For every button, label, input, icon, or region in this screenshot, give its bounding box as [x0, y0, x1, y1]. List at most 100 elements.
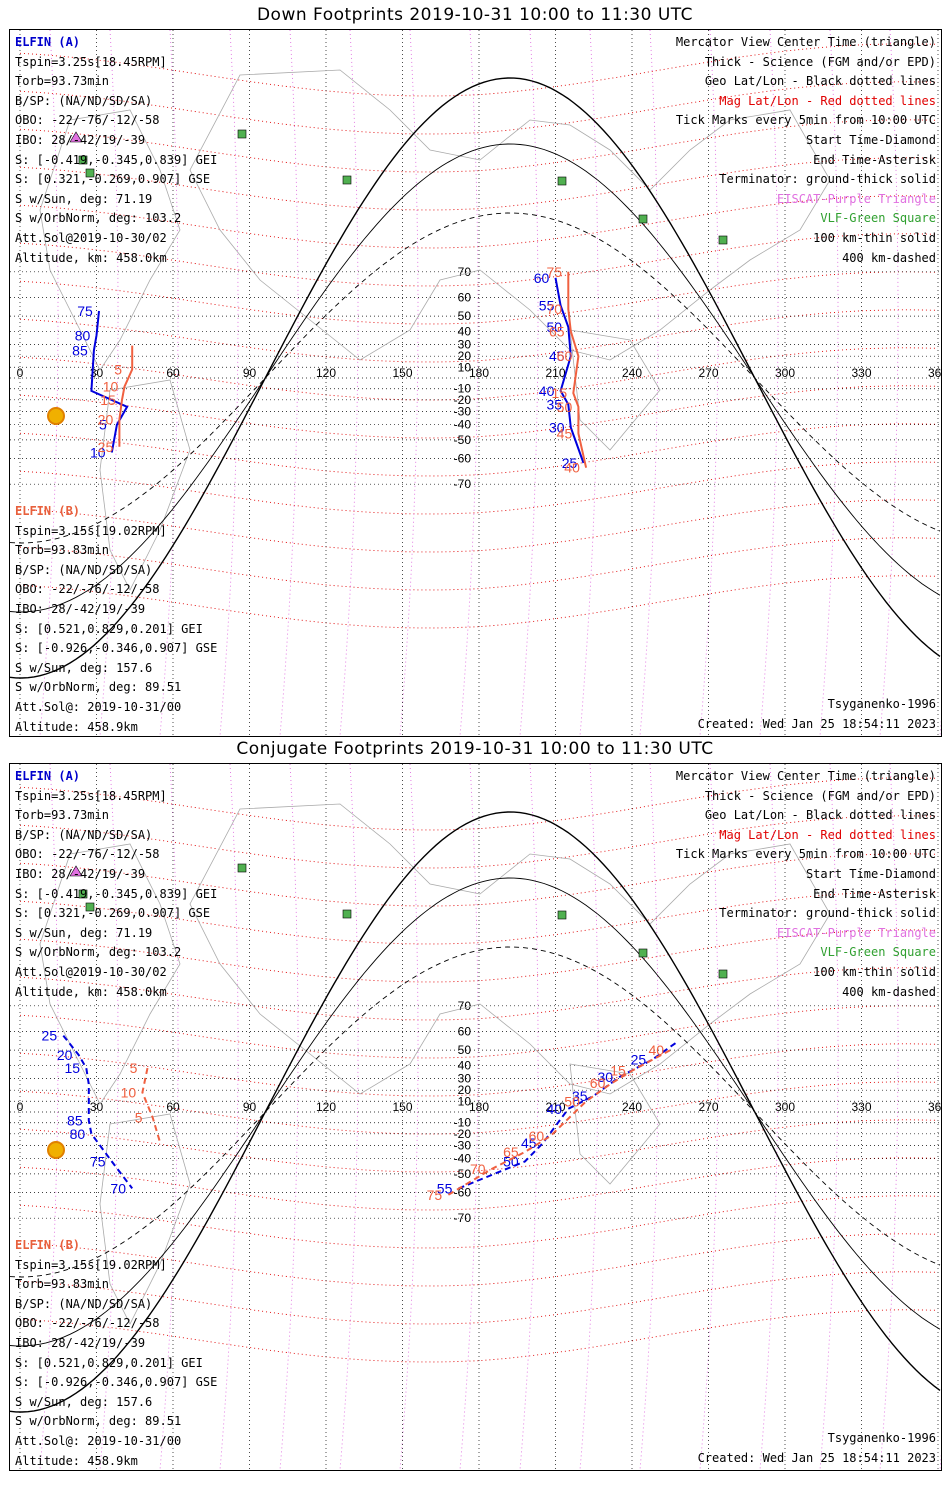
elfin-b-line: S: [0.521,0.829,0.201] GEI — [15, 621, 203, 636]
elfin-a-line: B/SP: (NA/ND/SD/SA) — [15, 93, 153, 108]
terminator-400km — [10, 946, 941, 1278]
vlf-station-square — [85, 168, 95, 178]
elfin-a-tick-label: 15 — [65, 1060, 81, 1076]
elfin-b-line: Altitude: 458.9km — [15, 1453, 138, 1468]
lon-tick-label: 300 — [775, 366, 795, 380]
eiscat-triangle — [69, 131, 83, 143]
legend-line: Mag Lat/Lon - Red dotted lines — [719, 93, 936, 108]
vlf-station-square — [342, 175, 352, 185]
lat-tick-label: -10 — [454, 382, 472, 396]
vlf-station-square — [237, 863, 247, 873]
elfin-b-line: Altitude: 458.9km — [15, 719, 138, 734]
vlf-station-square — [78, 889, 88, 899]
elfin-a-tick-label: 25 — [42, 1028, 58, 1044]
elfin-b-tick-label: 75 — [546, 264, 562, 280]
legend-line: Thick - Science (FGM and/or EPD) — [704, 54, 936, 69]
lon-tick-label: 180 — [469, 1100, 489, 1114]
elfin-a-tick-label: 50 — [546, 319, 562, 335]
elfin-a-track — [458, 1040, 679, 1190]
elfin-b-tick-label: 65 — [503, 1144, 519, 1160]
mag-lon-line — [939, 718, 941, 736]
legend-line: Tick Marks every 5min from 10:00 UTC — [675, 113, 936, 128]
elfin-a-tick-label: 55 — [437, 1180, 453, 1196]
continent-outline — [569, 1063, 661, 1185]
lat-tick-label: -30 — [454, 405, 472, 419]
legend-line: End Time-Asterisk — [813, 152, 936, 167]
sun-icon — [47, 1141, 65, 1159]
mag-lon-line — [279, 30, 299, 736]
elfin-a-line: Att.Sol@2019-10-30/02 — [15, 964, 167, 979]
elfin-b-line: Att.Sol@: 2019-10-31/00 — [15, 1433, 182, 1448]
mag-lon-line — [579, 30, 599, 736]
elfin-a-line: Altitude, km: 458.0km — [15, 984, 167, 999]
lon-tick-label: 60 — [166, 366, 180, 380]
lat-tick-label: 30 — [458, 1071, 472, 1085]
elfin-b-line: B/SP: (NA/ND/SD/SA) — [15, 1296, 153, 1311]
elfin-b-info: ELFIN (B) Tspin=3.15s[19.02RPM] Torb=93.… — [15, 502, 218, 736]
legend-line: Start Time-Diamond — [805, 866, 936, 881]
legend-line: 400 km-dashed — [842, 250, 936, 265]
terminator-ground — [10, 77, 941, 679]
mag-lat-line — [19, 423, 939, 477]
elfin-a-line: S w/OrbNorm, deg: 103.2 — [15, 945, 182, 960]
elfin-b-line: S: [-0.926,-0.346,0.907] GSE — [15, 641, 218, 656]
terminator-400km — [10, 212, 941, 544]
lat-tick-label: 40 — [458, 1058, 472, 1072]
elfin-a-tick-label: 80 — [70, 1126, 86, 1142]
lon-tick-label: 60 — [166, 1100, 180, 1114]
elfin-b-line: Tspin=3.15s[19.02RPM] — [15, 523, 167, 538]
lon-tick-label: 90 — [243, 366, 257, 380]
mag-lon-line — [579, 764, 599, 1470]
elfin-a-line: S w/OrbNorm, deg: 103.2 — [15, 211, 182, 226]
elfin-b-tick-label: 20 — [98, 411, 114, 427]
legend-line: Geo Lat/Lon - Black dotted lines — [704, 808, 936, 823]
elfin-b-track — [447, 1049, 671, 1196]
elfin-b-line: S w/Sun, deg: 157.6 — [15, 1394, 153, 1409]
elfin-a-tick-label: 35 — [572, 1088, 588, 1104]
elfin-b-tick-label: 45 — [557, 425, 573, 441]
elfin-b-line: S w/OrbNorm, deg: 89.51 — [15, 680, 182, 695]
vlf-station-square — [718, 969, 728, 979]
lon-tick-label: 240 — [622, 366, 642, 380]
elfin-b-tick-label: 5 — [130, 1060, 138, 1076]
elfin-a-info: ELFIN (A) Tspin=3.25s[18.45RPM] Torb=93.… — [15, 33, 217, 268]
lat-tick-label: 70 — [458, 265, 472, 279]
elfin-a-line: IBO: 28/-42/19/-39 — [15, 132, 146, 147]
legend-line: Start Time-Diamond — [805, 132, 936, 147]
sun-icon — [47, 407, 65, 425]
elfin-a-line: Torb=93.73min — [15, 808, 109, 823]
mag-lon-line — [519, 30, 539, 736]
vlf-station-square — [237, 129, 247, 139]
elfin-a-tick-label: 85 — [67, 1113, 83, 1129]
lon-tick-label: 210 — [545, 1100, 565, 1114]
down-footprints-map: 70 60 50 40 30 20 10 -10 -20 -30 -40 -50 -60 -70 0 30 60… — [9, 29, 942, 737]
elfin-a-track — [554, 277, 585, 464]
legend-line: Thick - Science (FGM and/or EPD) — [704, 788, 936, 803]
elfin-a-line: Torb=93.73min — [15, 74, 109, 89]
elfin-b-tick-label: 15 — [100, 392, 116, 408]
elfin-a-tick-label: 45 — [549, 348, 565, 364]
elfin-a-tick-label: 55 — [539, 297, 555, 313]
vlf-station-square — [557, 910, 567, 920]
elfin-a-tick-label: 60 — [534, 270, 550, 286]
elfin-a-line: S: [-0.419,-0.345,0.839] GEI — [15, 152, 218, 167]
elfin-b-line: S: [0.521,0.829,0.201] GEI — [15, 1355, 203, 1370]
vlf-station-square — [638, 214, 648, 224]
elfin-a-line: S: [0.321,-0.269,0.907] GSE — [15, 172, 211, 187]
elfin-b-track — [567, 271, 588, 468]
legend-line: Terminator: ground-thick solid — [719, 906, 936, 921]
elfin-a-header: ELFIN (A) — [15, 35, 81, 49]
lon-tick-label: 210 — [545, 366, 565, 380]
elfin-a-tick-label: 5 — [99, 417, 107, 433]
elfin-a-tick-label: 20 — [57, 1047, 73, 1063]
mag-lon-line — [519, 764, 539, 1470]
lat-tick-label: -50 — [454, 1167, 472, 1181]
elfin-a-tick-label: 40 — [546, 1101, 562, 1117]
elfin-a-header: ELFIN (A) — [15, 769, 81, 783]
continent-outline — [99, 379, 191, 591]
legend-line: 100 km-thin solid — [813, 964, 936, 979]
elfin-a-tick-label: 30 — [549, 420, 565, 436]
mag-lon-line — [639, 764, 659, 1470]
elfin-a-line: S w/Sun, deg: 71.19 — [15, 925, 153, 940]
